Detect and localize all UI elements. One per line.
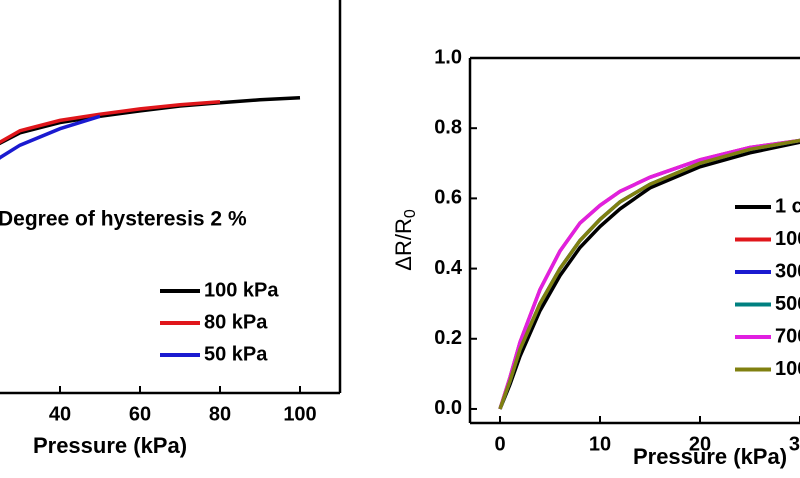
x-tick-label: 40: [49, 403, 71, 425]
x-tick-label: 0: [494, 433, 505, 455]
data-line: [0, 100, 221, 145]
legend-label: 300 cycles: [775, 260, 800, 282]
legend-label: 1 cycle: [775, 195, 800, 217]
legend-label: 50 kPa: [204, 343, 268, 365]
data-line: [498, 138, 800, 410]
data-line: [0, 95, 301, 146]
legend-label: 80 kPa: [204, 311, 268, 333]
x-axis-label: Pressure (kPa): [33, 433, 187, 458]
data-line: [498, 140, 800, 410]
annotation: Degree of hysteresis 2 %: [0, 208, 247, 231]
x-tick-label: 60: [129, 403, 151, 425]
y-tick-label: 0.0: [434, 397, 462, 419]
y-axis-label-sub: 0: [402, 209, 419, 218]
legend-label: 1000 cycles: [775, 358, 800, 380]
x-tick-label: 30: [789, 433, 800, 455]
x-axis-label: Pressure (kPa): [633, 444, 787, 469]
legend-label: 100 cycles: [775, 228, 800, 250]
y-tick-label: 0.2: [434, 327, 462, 349]
y-tick-label: 0.6: [434, 187, 462, 209]
legend-label: 100 kPa: [204, 279, 279, 301]
y-tick-label: 0.4: [434, 257, 463, 279]
y-axis-label: ΔR/R0: [391, 209, 419, 271]
x-tick-label: 20: [689, 433, 711, 455]
data-line: [0, 114, 101, 160]
y-axis-label-main: ΔR/R: [391, 218, 416, 271]
legend-label: 500 cycles: [775, 293, 800, 315]
y-tick-label: 0.8: [434, 116, 462, 138]
x-tick-label: 80: [209, 403, 231, 425]
legend-label: 700 cycles: [775, 325, 800, 347]
x-tick-label: 10: [589, 433, 611, 455]
y-tick-label: 1.0: [434, 46, 462, 68]
x-tick-label: 100: [283, 403, 316, 425]
